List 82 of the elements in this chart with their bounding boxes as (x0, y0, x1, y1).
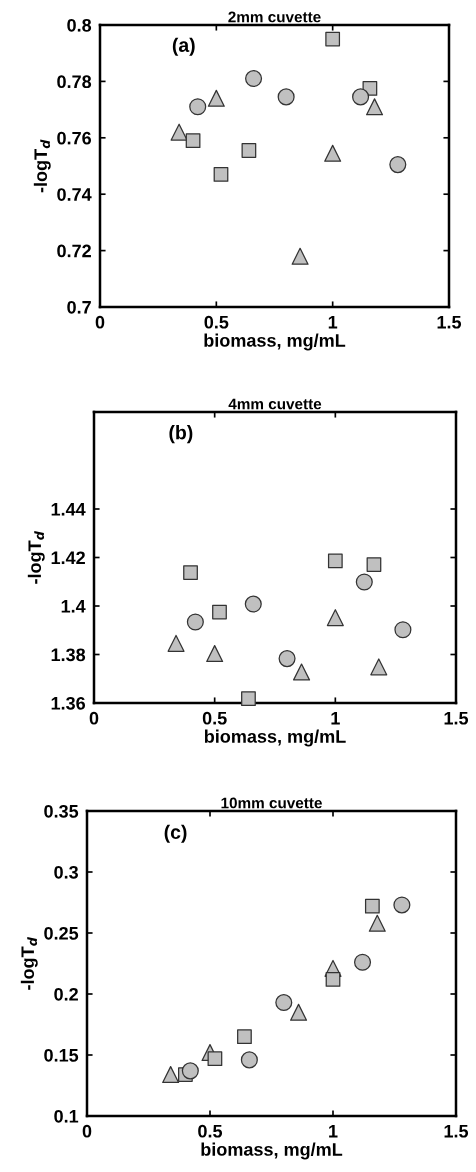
x-tick-label: 0.5 (202, 711, 227, 725)
chart-title: 4mm cuvette (228, 398, 322, 410)
x-tick-label: 0.5 (198, 1124, 223, 1138)
point (245, 70, 263, 88)
y-axis-title: -logT$_{d}$ (33, 139, 51, 193)
point (352, 88, 370, 106)
point (290, 1003, 308, 1021)
point (326, 609, 344, 627)
point (368, 914, 386, 932)
y-tick-label: 0.76 (57, 131, 92, 145)
point (240, 1051, 258, 1069)
y-tick-label: 1.44 (51, 503, 86, 516)
point (170, 123, 188, 141)
chart-title: 2mm cuvette (228, 11, 321, 23)
point (189, 98, 207, 116)
point (244, 595, 262, 613)
y-tick-label: 1.4 (61, 600, 86, 613)
point (293, 663, 311, 681)
point (353, 953, 372, 971)
y-tick-label: 0.72 (57, 244, 91, 258)
y-tick-label: 0.1 (54, 1109, 79, 1123)
point (394, 621, 412, 639)
point (393, 896, 411, 914)
point (366, 557, 382, 572)
point (366, 98, 384, 116)
y-tick-label: 0.74 (57, 188, 92, 201)
y-tick-label: 1.36 (51, 696, 86, 710)
point (278, 650, 296, 668)
chart-title: 10mm cuvette (221, 797, 322, 809)
point (167, 634, 185, 652)
point (277, 88, 295, 106)
x-tick-label: 0.5 (204, 315, 229, 329)
point (185, 133, 201, 149)
point (291, 247, 309, 265)
x-tick-label: 0 (82, 1124, 92, 1138)
y-tick-label: 0.78 (57, 75, 92, 89)
point (212, 604, 227, 620)
point (355, 573, 373, 591)
point (181, 1062, 199, 1080)
y-tick-label: 0.15 (44, 1048, 79, 1062)
x-axis-title: biomass, mg/mL (204, 333, 346, 351)
y-axis-title: -logT$_{d}$ (20, 937, 38, 990)
annotation: (b) (169, 425, 193, 444)
point (364, 898, 380, 914)
point (241, 143, 257, 158)
point (207, 89, 225, 107)
point (206, 644, 224, 663)
x-tick-label: 0 (89, 711, 99, 725)
y-tick-label: 0.7 (67, 300, 91, 314)
y-tick-label: 0.35 (44, 804, 79, 818)
y-axis-title: -logT$_{d}$ (27, 531, 45, 584)
point (162, 1065, 180, 1084)
point (389, 156, 407, 174)
annotation: (a) (172, 37, 195, 56)
x-axis-title: biomass, mg/mL (204, 729, 346, 747)
y-tick-label: 1.42 (51, 551, 85, 565)
x-tick-label: 1.5 (444, 712, 469, 725)
x-tick-label: 0 (95, 315, 105, 329)
point (241, 691, 256, 707)
y-tick-label: 0.2 (54, 987, 78, 1001)
y-tick-label: 0.8 (67, 18, 92, 32)
point (213, 167, 229, 182)
y-tick-label: 0.25 (44, 926, 79, 940)
x-axis-title: biomass, mg/mL (201, 1142, 343, 1160)
point (186, 613, 204, 631)
x-tick-label: 1 (328, 316, 338, 329)
point (327, 553, 343, 569)
x-tick-label: 1.5 (437, 316, 462, 329)
point (325, 31, 341, 47)
point (183, 565, 198, 580)
x-tick-label: 1 (329, 1125, 338, 1138)
point (237, 1029, 252, 1045)
point (325, 971, 341, 987)
point (275, 993, 293, 1012)
point (207, 1051, 223, 1067)
point (324, 144, 342, 162)
annotation: (c) (164, 824, 187, 843)
y-tick-label: 1.38 (51, 648, 86, 662)
y-tick-label: 0.3 (54, 865, 79, 879)
x-tick-label: 1 (331, 712, 340, 725)
point (370, 658, 388, 676)
x-tick-label: 1.5 (444, 1125, 469, 1138)
